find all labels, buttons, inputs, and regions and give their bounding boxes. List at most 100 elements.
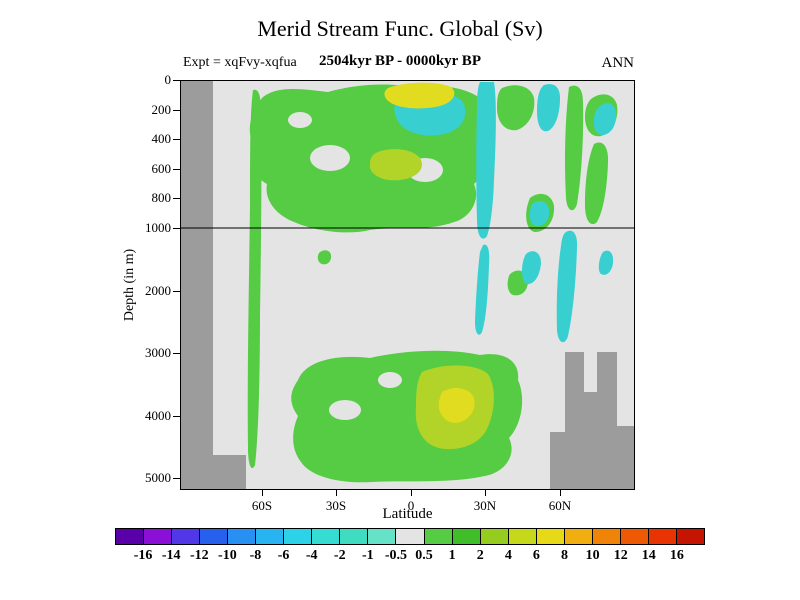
x-tick-mark — [262, 490, 263, 496]
y-tick-label: 1000 — [145, 220, 171, 235]
colorbar-segment — [368, 529, 397, 544]
colorbar-segment — [452, 529, 481, 544]
period-label: 2504kyr BP - 0000kyr BP — [319, 53, 481, 69]
y-tick-label: 400 — [151, 131, 172, 146]
colorbar-tick-label: -4 — [305, 548, 318, 563]
weak-value-gap — [288, 112, 312, 128]
negative-band-45n — [537, 84, 560, 132]
y-tick-label: 3000 — [145, 345, 171, 360]
y-tick-mark — [173, 478, 180, 479]
colorbar-tick-label: -2 — [333, 548, 346, 563]
experiment-label: Expt = xqFvy-xqfua — [183, 55, 297, 70]
colorbar-tick-label: -0.5 — [384, 548, 408, 563]
negative-band-28n-upper — [476, 82, 496, 239]
x-tick-label: 60N — [548, 498, 572, 513]
colorbar-segment — [340, 529, 369, 544]
y-tick-mark — [173, 80, 180, 81]
y-tick-mark — [173, 169, 180, 170]
negative-band-28n-deep — [475, 244, 490, 335]
colorbar-tick-label: 6 — [532, 548, 540, 563]
colorbar-tick-label: 4 — [504, 548, 512, 563]
colorbar-tick-label: -14 — [161, 548, 181, 563]
yellow-core-surface — [384, 82, 455, 109]
green-patch-30n-surface — [497, 85, 535, 131]
colorbar-segment — [172, 529, 201, 544]
colorbar-segment — [564, 529, 593, 544]
season-label: ANN — [601, 55, 635, 71]
weak-value-gap — [310, 145, 350, 171]
topography-north-bathymetry — [550, 352, 635, 490]
weak-value-gap — [378, 372, 402, 388]
y-tick-mark — [173, 291, 180, 292]
negative-speck-60n-2000m — [598, 250, 614, 275]
colorbar-tick-label: 1 — [448, 548, 456, 563]
colorbar-segment — [648, 529, 677, 544]
colorbar-segment — [536, 529, 565, 544]
y-tick-mark — [173, 198, 180, 199]
colorbar-segment — [116, 529, 145, 544]
colorbar-segment — [424, 529, 453, 544]
negative-speck-35n-2000m — [521, 251, 541, 285]
colorbar-segment — [200, 529, 229, 544]
colorbar-tick-label: -6 — [277, 548, 290, 563]
green-band-50n — [565, 85, 584, 211]
colorbar-segment — [396, 529, 425, 544]
yellow-core-deep — [438, 388, 475, 423]
green-speck-1500m — [317, 250, 332, 265]
colorbar-tick-label: 0.5 — [415, 548, 433, 563]
y-tick-label: 600 — [151, 161, 172, 176]
colorbar-segment — [144, 529, 173, 544]
colorbar-tick-label: -10 — [218, 548, 237, 563]
x-tick-mark — [411, 490, 412, 496]
plot-border — [180, 80, 635, 490]
colorbar-tick-label: 14 — [641, 548, 656, 563]
colorbar-segment — [508, 529, 537, 544]
colorbar-segment — [312, 529, 341, 544]
y-tick-mark — [173, 139, 180, 140]
x-tick-label: 0 — [407, 498, 415, 513]
negative-patch-mid-right — [529, 200, 550, 227]
x-tick-mark — [560, 490, 561, 496]
y-tick-label: 5000 — [145, 470, 171, 485]
topography-south — [180, 80, 246, 490]
y-tick-label: 0 — [164, 72, 172, 87]
chart-title: Merid Stream Func. Global (Sv) — [257, 16, 543, 41]
colorbar-tick-label: -16 — [133, 548, 153, 563]
colorbar-tick-label: -1 — [362, 548, 374, 563]
y-tick-label: 800 — [151, 190, 172, 205]
colorbar-tick-label: 10 — [585, 548, 600, 563]
y-tick-label: 200 — [151, 102, 172, 117]
yellow-green-core-upper — [369, 149, 422, 181]
colorbar-segment — [676, 529, 704, 544]
x-tick-label: 30N — [473, 498, 497, 513]
x-tick-label: 60S — [251, 498, 273, 513]
weak-value-gap — [329, 400, 361, 420]
colorbar-segment — [228, 529, 257, 544]
x-tick-mark — [485, 490, 486, 496]
x-axis-title: Latitude — [382, 506, 433, 522]
y-tick-label: 2000 — [145, 283, 171, 298]
colorbar-tick-label: -8 — [249, 548, 262, 563]
contour-plot — [180, 80, 635, 490]
plot-area — [180, 80, 635, 490]
y-tick-mark — [173, 353, 180, 354]
colorbar-segment — [480, 529, 509, 544]
colorbar-segment — [284, 529, 313, 544]
colorbar-tick-label: 16 — [669, 548, 684, 563]
colorbar-segment — [256, 529, 285, 544]
colorbar-segment — [592, 529, 621, 544]
colorbar-tick-label: 12 — [613, 548, 628, 563]
colorbar-segment — [620, 529, 649, 544]
negative-streak-55n-middepth — [556, 230, 578, 343]
colorbar-tick-label: -12 — [189, 548, 209, 563]
60s-deep-band — [247, 89, 262, 469]
colorbar-tick-label: 8 — [561, 548, 569, 563]
negative-patch-65n-surface — [593, 103, 617, 136]
y-tick-mark — [173, 110, 180, 111]
x-tick-mark — [336, 490, 337, 496]
y-tick-label: 4000 — [145, 408, 171, 423]
y-tick-mark — [173, 416, 180, 417]
x-tick-label: 30S — [325, 498, 347, 513]
colorbar-tick-label: 2 — [476, 548, 484, 563]
